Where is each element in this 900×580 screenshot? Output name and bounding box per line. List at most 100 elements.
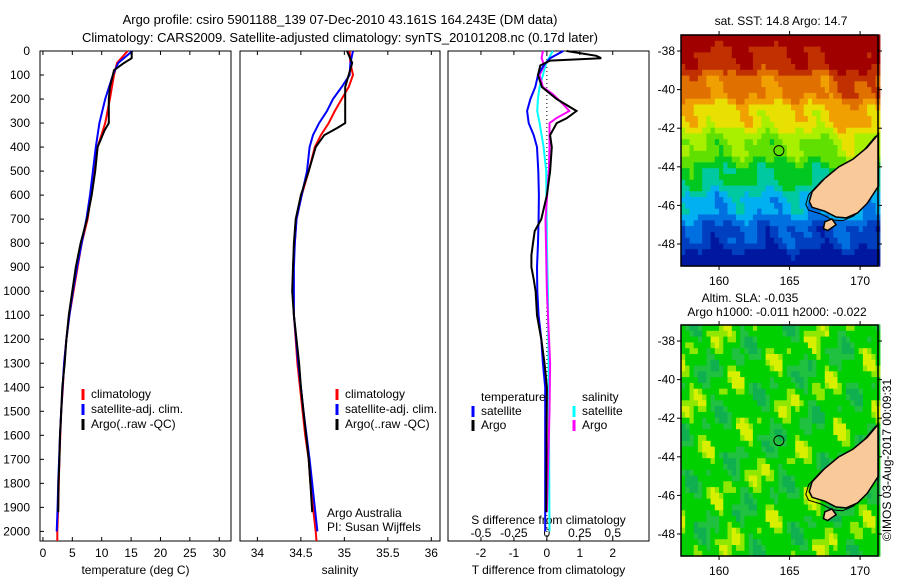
map-cell [799,532,805,540]
map-cell [744,213,750,221]
map-cell [862,248,868,255]
map-cell [841,127,847,134]
map-cell [820,103,826,111]
map-cell [702,370,707,378]
map-cell [752,457,758,464]
map-cell [714,127,720,134]
map-cell [765,486,771,493]
x-tick-label: -1 [509,546,520,560]
map-cell [727,254,733,261]
map-cell [714,347,720,354]
map-cell [816,121,822,128]
map-cell [786,248,792,255]
map-cell [744,347,750,354]
land-south-island [808,131,880,219]
map-cell [867,393,872,401]
map-cell [702,399,707,407]
map-cell [820,330,826,337]
x-tick-label: 15 [124,546,138,560]
map-cell [841,34,847,41]
map-cell [795,34,800,41]
map-cell [719,359,724,366]
map-cell [710,213,716,221]
map-cell [740,138,745,145]
map-cell [803,150,809,157]
map-cell [706,544,712,551]
map-cell [807,63,813,70]
map-cell [816,86,822,93]
map-cell [786,521,792,528]
lon-tick-label: 170 [850,564,870,578]
map-cell [791,115,796,122]
y-tick-label: 1400 [3,380,30,394]
map-cell [723,69,729,76]
map-cell [757,150,762,157]
map-cell [693,509,699,517]
map-cell [765,347,771,354]
map-cell [744,509,750,517]
map-cell [871,103,877,111]
map-cell [858,324,864,331]
map-cell [786,92,792,99]
map-cell [685,46,690,53]
map-cell [799,260,805,267]
map-title: Altim. SLA: -0.035 [702,291,799,305]
map-cell [702,336,707,343]
map-cell [829,248,834,255]
map-cell [778,405,784,412]
map-cell [744,388,750,395]
map-cell [757,184,762,192]
map-cell [850,347,855,354]
map-cell [774,103,779,111]
map-cell [824,138,830,145]
map-cell [816,364,822,372]
map-cell [723,173,729,180]
map-cell [816,451,822,459]
map-cell [685,132,690,140]
map-cell [833,74,839,82]
map-cell [858,341,864,349]
map-cell [867,359,872,366]
map-cell [731,422,737,430]
s-tick-label: 0.25 [568,526,592,540]
map-cell [681,173,686,180]
map-cell [786,46,792,53]
map-cell [807,138,813,145]
map-cell [757,376,762,383]
map-cell [854,370,860,378]
map-cell [761,260,767,267]
map-cell [748,63,754,70]
map-cell [685,231,690,238]
map-cell [795,219,800,227]
map-cell [736,474,741,482]
map-cell [816,46,822,53]
map-cell [871,92,877,99]
map-cell [795,393,800,401]
map-cell [807,347,813,354]
map-cell [727,138,733,145]
map-cell [706,167,712,174]
map-cell [854,115,860,122]
map-cell [786,254,792,261]
map-cell [782,463,788,470]
map-cell [693,34,699,41]
map-cell [786,121,792,128]
map-cell [778,74,784,82]
map-cell [719,161,724,169]
map-cell [854,422,860,430]
map-cell [736,446,741,453]
map-cell [782,393,788,401]
map-cell [862,330,868,337]
map-cell [820,538,826,545]
map-cell [757,248,762,255]
map-cell [816,231,822,238]
map-cell [748,202,754,209]
map-cell [837,388,843,395]
map-cell [850,86,855,93]
map-cell [706,173,712,180]
map-cell [812,336,817,343]
map-cell [740,254,745,261]
map-cell [736,144,741,151]
map-cell [841,40,847,47]
map-cell [761,86,767,93]
